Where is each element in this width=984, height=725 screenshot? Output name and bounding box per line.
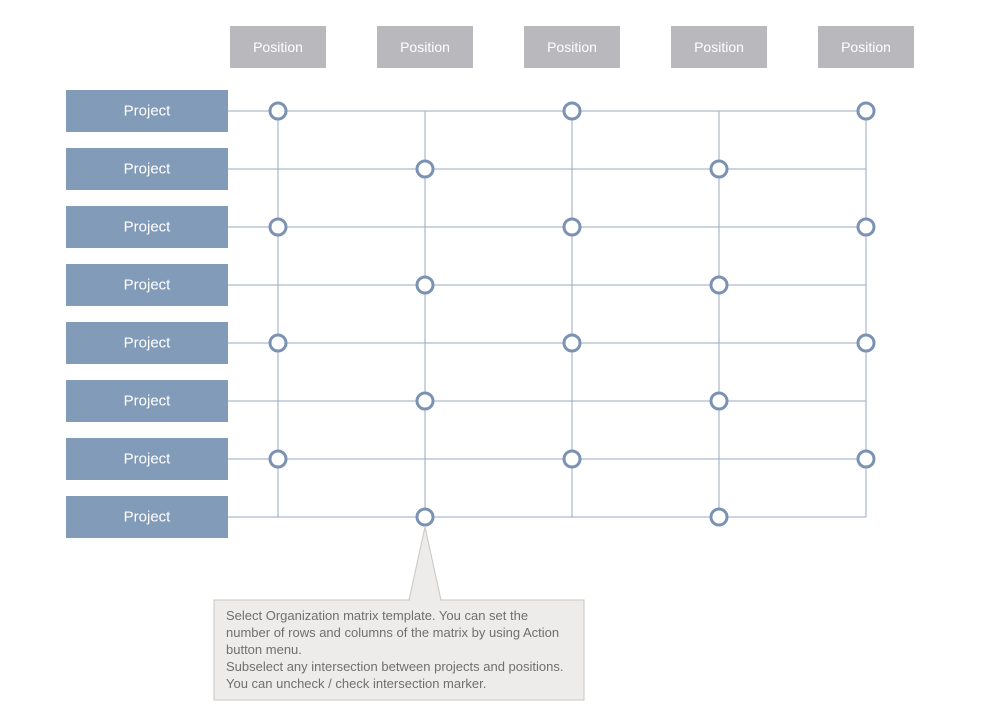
row-header-label: Project: [124, 509, 172, 526]
column-header-label: Position: [841, 39, 891, 55]
intersection-marker[interactable]: [564, 451, 580, 467]
intersection-marker[interactable]: [711, 161, 727, 177]
column-header-label: Position: [694, 39, 744, 55]
callout-text-line: button menu.: [226, 642, 302, 657]
row-header-label: Project: [124, 451, 172, 468]
intersection-marker[interactable]: [858, 219, 874, 235]
intersection-marker[interactable]: [711, 277, 727, 293]
intersection-marker[interactable]: [270, 451, 286, 467]
intersection-marker[interactable]: [417, 393, 433, 409]
column-header-label: Position: [547, 39, 597, 55]
intersection-marker[interactable]: [858, 335, 874, 351]
column-header-label: Position: [400, 39, 450, 55]
intersection-marker[interactable]: [270, 103, 286, 119]
intersection-marker[interactable]: [564, 219, 580, 235]
intersection-marker[interactable]: [858, 451, 874, 467]
intersection-marker[interactable]: [711, 509, 727, 525]
callout-text-line: Select Organization matrix template. You…: [226, 608, 528, 623]
intersection-marker[interactable]: [858, 103, 874, 119]
row-header-label: Project: [124, 161, 172, 178]
intersection-marker[interactable]: [417, 161, 433, 177]
row-header-label: Project: [124, 219, 172, 236]
callout-text-line: number of rows and columns of the matrix…: [226, 625, 559, 640]
row-header-label: Project: [124, 335, 172, 352]
matrix-diagram: Position Position Position Position Position…: [0, 0, 984, 725]
intersection-marker[interactable]: [564, 335, 580, 351]
row-header-label: Project: [124, 393, 172, 410]
column-header-label: Position: [253, 39, 303, 55]
intersection-marker[interactable]: [270, 219, 286, 235]
row-header-label: Project: [124, 103, 172, 120]
intersection-marker[interactable]: [417, 509, 433, 525]
row-header-label: Project: [124, 277, 172, 294]
intersection-marker[interactable]: [564, 103, 580, 119]
callout-text-line: Subselect any intersection between proje…: [226, 659, 563, 674]
callout-text-line: You can uncheck / check intersection mar…: [226, 676, 486, 691]
intersection-marker[interactable]: [711, 393, 727, 409]
intersection-marker[interactable]: [417, 277, 433, 293]
intersection-marker[interactable]: [270, 335, 286, 351]
